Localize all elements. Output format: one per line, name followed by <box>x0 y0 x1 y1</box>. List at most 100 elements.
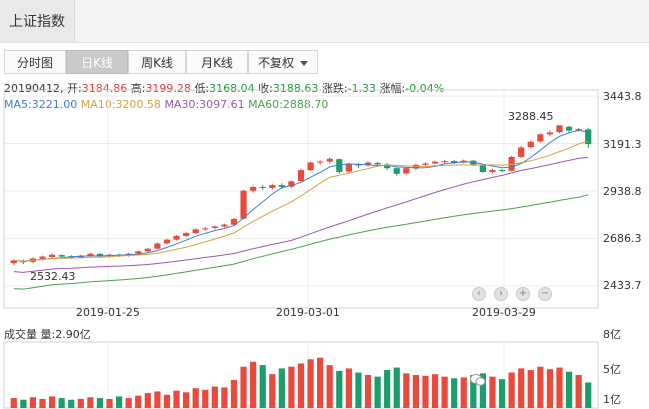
chevron-right-icon[interactable]: › <box>494 287 508 301</box>
volume-bar <box>556 367 563 408</box>
volume-bar <box>412 375 419 408</box>
open-value: 3184.86 <box>81 82 128 95</box>
candle-body <box>546 132 554 135</box>
candle-body <box>355 164 362 166</box>
ma30-line <box>13 156 589 273</box>
volume-bar <box>173 390 180 408</box>
volume-bar <box>125 398 132 408</box>
candle-body <box>288 181 295 187</box>
tab-weekly-k[interactable]: 周K线 <box>128 50 186 74</box>
volume-bar <box>115 396 123 408</box>
adjust-dropdown[interactable]: 不复权 <box>248 50 318 74</box>
volume-bar <box>546 369 554 408</box>
candle-body <box>96 253 104 257</box>
quote-info-line: 20190412, 开:3184.86 高:3199.28 低:3168.04 … <box>4 80 444 96</box>
candle-body <box>527 141 534 148</box>
candle-body <box>565 126 573 131</box>
candle-body <box>135 251 142 254</box>
candle-body <box>87 253 94 256</box>
chevron-left-icon[interactable]: ‹ <box>472 287 486 301</box>
candle-body <box>230 218 238 225</box>
candle-body <box>345 164 352 172</box>
tab-monthly-k[interactable]: 月K线 <box>186 50 248 74</box>
volume-bar <box>96 398 104 408</box>
tab-daily-k[interactable]: 日K线 <box>66 50 128 74</box>
volume-bar <box>393 367 400 408</box>
y-tick-label: 3191.3 <box>603 138 642 151</box>
volume-bar <box>565 371 573 408</box>
volume-bar <box>154 391 161 408</box>
volume-tick-label: 1亿 <box>603 393 621 406</box>
volume-bar <box>403 373 410 408</box>
volume-bar <box>106 398 113 408</box>
volume-bar <box>20 399 27 408</box>
ma30-value: MA30:3097.61 <box>164 98 245 111</box>
volume-tick-label: 5亿 <box>603 363 621 376</box>
volume-bar <box>355 372 362 408</box>
candle-body <box>451 161 458 163</box>
candle-body <box>48 254 56 257</box>
volume-bar <box>585 382 592 408</box>
volume-bar <box>211 386 218 408</box>
candle-body <box>336 159 343 172</box>
volume-bar <box>192 388 199 408</box>
candle-body <box>441 161 448 163</box>
max-annotation: 3288.45 <box>508 110 554 123</box>
volume-bar <box>250 361 257 408</box>
candle-body <box>307 162 314 171</box>
index-tab[interactable]: 上证指数 <box>0 0 75 42</box>
ma10-line <box>13 140 589 262</box>
low-value: 3168.04 <box>209 82 255 95</box>
volume-bar <box>240 366 247 408</box>
zoom-out-icon[interactable]: − <box>538 287 552 301</box>
x-tick-label: 2019-03-01 <box>276 306 340 319</box>
volume-bar <box>364 375 372 408</box>
volume-bar <box>87 397 94 408</box>
candle-body <box>192 229 199 234</box>
volume-bar <box>441 376 448 408</box>
ma10-value: MA10:3200.58 <box>80 98 161 111</box>
volume-bar <box>374 376 381 408</box>
candle-body <box>431 161 439 164</box>
volume-bar <box>183 392 190 408</box>
ma5-line <box>13 129 589 262</box>
close-value: 3188.63 <box>272 82 319 95</box>
adjust-dropdown-label: 不复权 <box>257 56 294 70</box>
y-tick-label: 2433.7 <box>603 279 642 292</box>
quote-date: 20190412, <box>4 82 64 95</box>
tab-timeshare[interactable]: 分时图 <box>4 50 66 74</box>
ma60-line <box>13 194 589 290</box>
candle-body <box>211 226 218 229</box>
pct-label: 涨幅: <box>379 82 406 95</box>
low-label: 低: <box>194 82 210 95</box>
candle-body <box>537 134 544 142</box>
open-label: 开: <box>67 82 82 95</box>
volume-bar <box>163 394 171 408</box>
volume-bar <box>336 370 343 408</box>
candle-body <box>326 158 333 162</box>
candle-body <box>556 125 563 133</box>
y-tick-label: 2938.8 <box>603 185 642 198</box>
close-label: 收: <box>258 82 273 95</box>
pct-value: -0.04% <box>405 82 445 95</box>
volume-bar <box>307 359 314 408</box>
y-tick-label: 3443.8 <box>603 90 642 103</box>
x-tick-label: 2019-01-25 <box>76 306 140 319</box>
candle-body <box>278 185 285 188</box>
volume-bar <box>297 363 305 408</box>
candle-body <box>403 168 410 174</box>
volume-bar <box>39 398 46 408</box>
volume-bar <box>384 370 391 408</box>
change-value: -1.33 <box>347 82 377 95</box>
volume-bar <box>77 398 84 408</box>
volume-bar <box>326 365 333 408</box>
zoom-in-icon[interactable]: + <box>516 287 530 301</box>
candle-body <box>250 187 257 191</box>
min-annotation: 2532.43 <box>30 270 76 283</box>
candle-body <box>154 243 161 249</box>
candle-body <box>422 163 429 165</box>
candle-body <box>39 256 46 259</box>
volume-bar <box>58 398 65 408</box>
volume-bar <box>460 377 467 408</box>
